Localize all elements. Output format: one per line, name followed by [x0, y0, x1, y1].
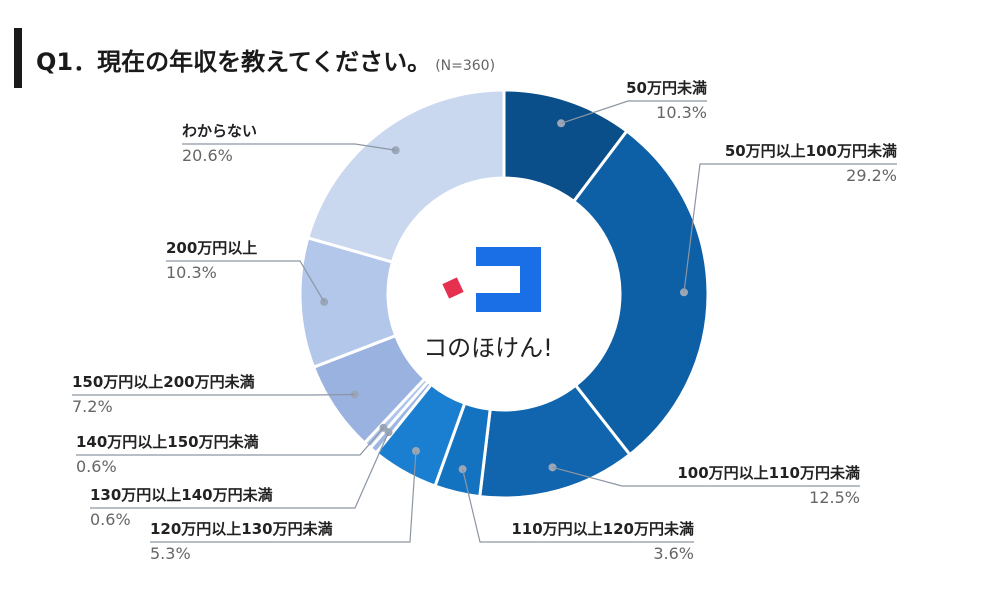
slice-value-label: 0.6% — [90, 510, 131, 529]
leader-line — [150, 450, 417, 543]
leader-line — [90, 431, 390, 509]
slice-value-label: 7.2% — [72, 397, 113, 416]
slice-value-label: 5.3% — [150, 544, 191, 563]
slice-value-label: 10.3% — [166, 263, 217, 282]
pie-slice — [571, 128, 710, 457]
slice-category-label: 100万円以上110万円未満 — [677, 464, 860, 482]
leader-line — [166, 260, 325, 303]
brand-logo: コのほけん! — [423, 247, 553, 362]
leader-line — [560, 100, 707, 124]
slice-category-label: 50万円未満 — [626, 79, 707, 97]
pie-slice — [306, 88, 506, 264]
slice-value-label: 29.2% — [846, 166, 897, 185]
slice-value-label: 12.5% — [809, 488, 860, 507]
chart-title: Q1．現在の年収を教えてください。 (N=360) — [36, 42, 495, 77]
slice-category-label: 130万円以上140万円未満 — [90, 486, 273, 504]
logo-blue-shape — [476, 247, 541, 312]
labels-group: 50万円未満 10.3% 50万円以上100万円未満 29.2% 100万円以上110万… — [72, 79, 897, 563]
leader-line — [552, 466, 860, 487]
slice-category-label: 50万円以上100万円未満 — [725, 142, 897, 160]
slice-value-label: 3.6% — [653, 544, 694, 563]
slice-category-label: 120万円以上130万円未満 — [150, 520, 333, 538]
leader-lines-group — [72, 100, 897, 543]
slice-category-label: 110万円以上120万円未満 — [511, 520, 694, 538]
slice-category-label: わからない — [182, 122, 257, 140]
logo-text: コのほけん! — [423, 334, 553, 362]
slice-category-label: 150万円以上200万円未満 — [72, 373, 255, 391]
slice-value-label: 0.6% — [76, 457, 117, 476]
sample-size: (N=360) — [435, 58, 496, 74]
slices-group — [298, 88, 710, 500]
leader-line — [182, 143, 396, 151]
slice-value-label: 10.3% — [656, 103, 707, 122]
leader-line — [462, 469, 694, 543]
chart-title-text: Q1．現在の年収を教えてください。 — [36, 48, 432, 76]
slice-value-label: 20.6% — [182, 146, 233, 165]
leader-line — [76, 427, 384, 456]
leader-line — [683, 163, 897, 293]
title-accent-bar — [14, 28, 22, 88]
slice-category-label: 200万円以上 — [166, 239, 257, 257]
slice-category-label: 140万円以上150万円未満 — [76, 433, 259, 451]
logo-red-diamond — [442, 277, 464, 299]
